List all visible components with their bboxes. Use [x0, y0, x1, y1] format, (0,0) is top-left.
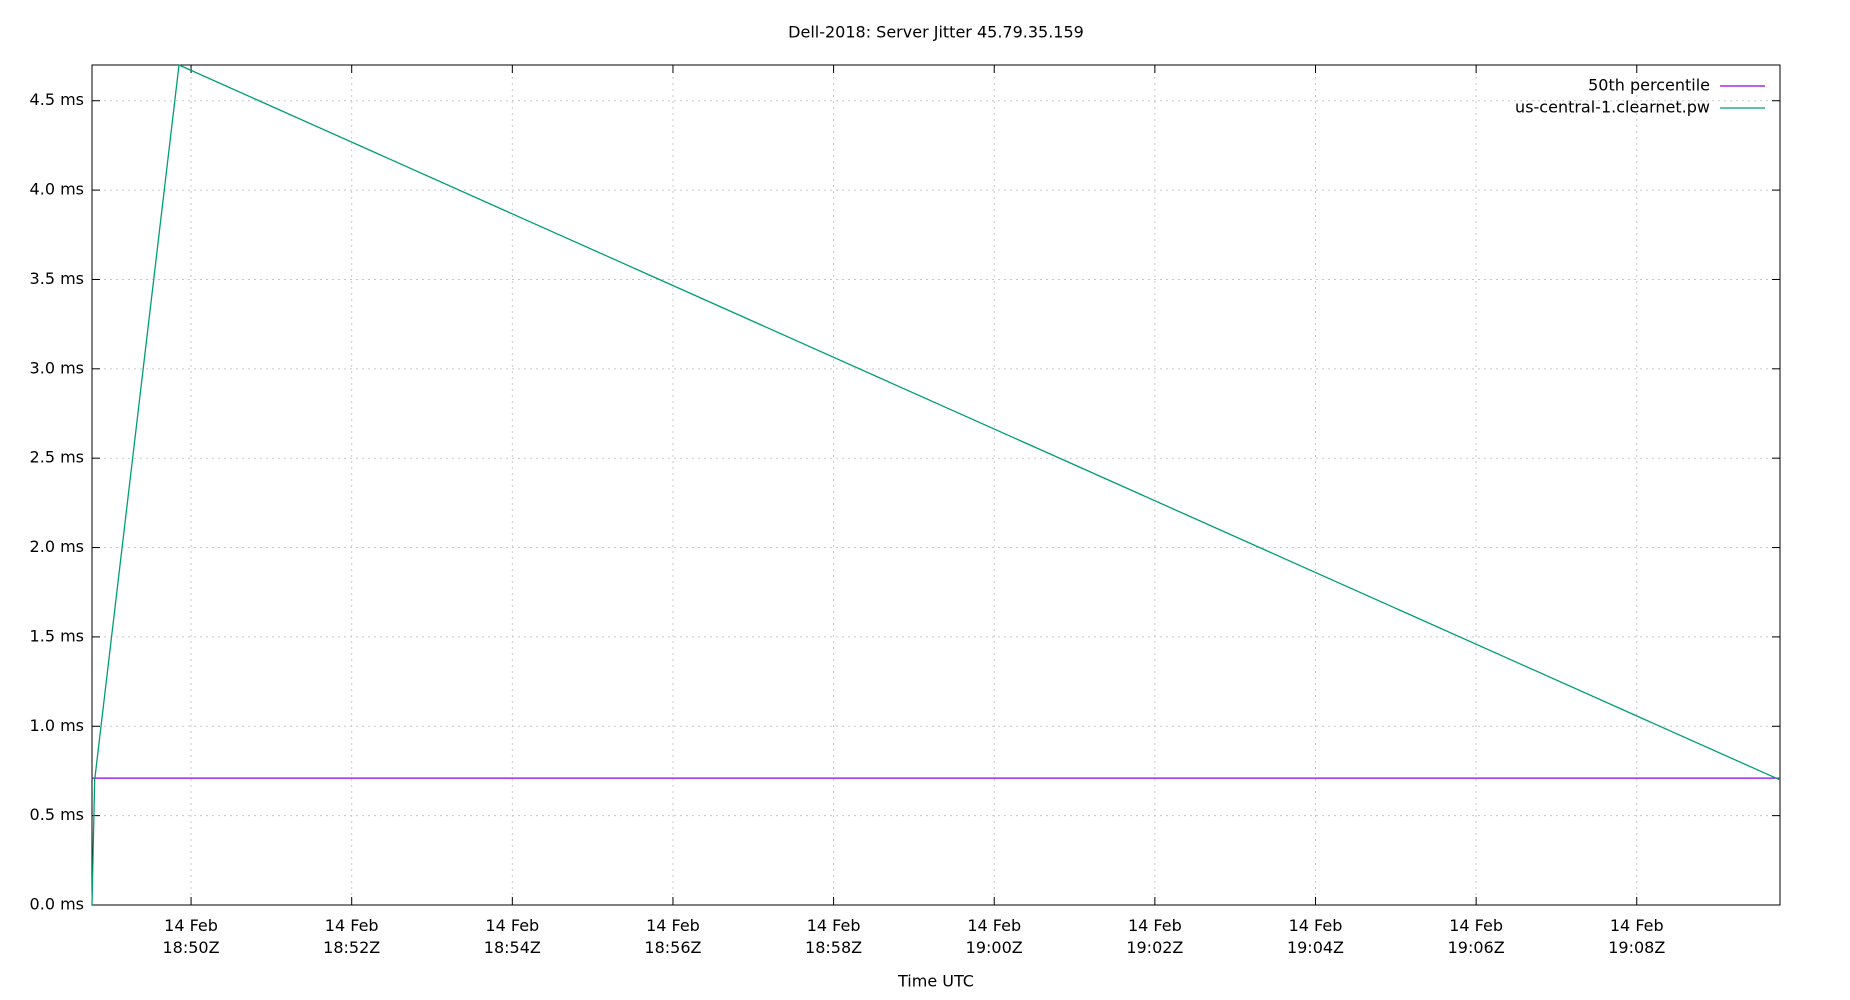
x-tick-label: 14 Feb 19:02Z — [1126, 916, 1184, 957]
y-tick-label: 0.0 ms — [30, 895, 84, 914]
x-tick-label: 14 Feb 19:04Z — [1286, 916, 1345, 957]
legend-label: us-central-1.clearnet.pw — [1515, 98, 1710, 117]
x-tick-label: 14 Feb 18:56Z — [644, 916, 702, 957]
x-tick-label: 14 Feb 18:52Z — [323, 916, 381, 957]
x-tick-label: 14 Feb 18:54Z — [483, 916, 541, 957]
y-tick-label: 1.0 ms — [30, 716, 84, 735]
x-tick-label: 14 Feb 18:58Z — [805, 916, 863, 957]
y-tick-label: 0.5 ms — [30, 805, 84, 824]
series-line — [91, 64, 1781, 906]
x-axis-label: Time UTC — [897, 972, 974, 991]
x-tick-label: 14 Feb 18:50Z — [162, 916, 220, 957]
x-tick-label: 14 Feb 19:08Z — [1608, 916, 1666, 957]
plot-frame — [91, 64, 1781, 906]
x-tick-label: 14 Feb 19:00Z — [965, 916, 1023, 957]
y-tick-label: 4.5 ms — [30, 90, 84, 109]
y-tick-label: 3.0 ms — [30, 358, 84, 377]
y-tick-label: 2.5 ms — [30, 448, 84, 467]
chart-title: Dell-2018: Server Jitter 45.79.35.159 — [788, 23, 1084, 42]
y-tick-label: 2.0 ms — [30, 537, 84, 556]
legend-label: 50th percentile — [1588, 76, 1710, 95]
x-tick-label: 14 Feb 19:06Z — [1447, 916, 1505, 957]
y-tick-label: 1.5 ms — [30, 626, 84, 645]
y-tick-label: 3.5 ms — [30, 269, 84, 288]
y-tick-label: 4.0 ms — [30, 180, 84, 199]
